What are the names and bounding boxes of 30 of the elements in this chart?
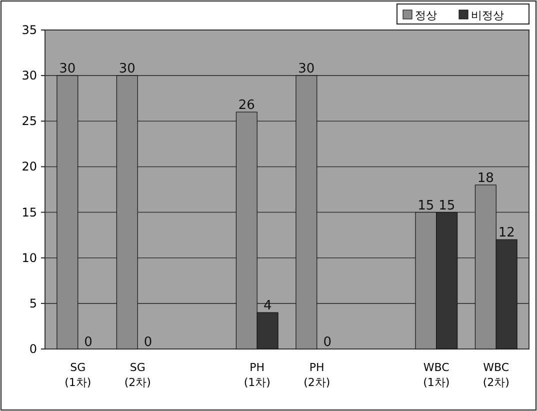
y-tick-label: 0: [29, 342, 37, 356]
bar: [296, 75, 318, 350]
legend-label: 정상: [415, 9, 437, 22]
legend-label: 비정상: [471, 9, 504, 22]
y-tick-label: 30: [22, 68, 37, 83]
y-tick-label: 20: [22, 160, 37, 174]
data-label: 0: [84, 335, 92, 350]
x-tick-label: SG (1차): [64, 361, 92, 389]
data-label: 18: [477, 170, 494, 186]
data-label: 15: [438, 198, 456, 214]
data-label: 12: [498, 226, 515, 241]
y-tick-label: 25: [22, 114, 37, 128]
y-tick-label: 5: [29, 296, 37, 310]
x-tick-label: SG (2차): [124, 361, 151, 389]
y-tick-label: 35: [22, 23, 37, 37]
bar: [116, 75, 138, 350]
bar: [56, 75, 78, 350]
x-tick-label: WBC (2차): [482, 361, 510, 389]
data-label: 15: [418, 198, 434, 214]
data-label: 30: [298, 62, 315, 77]
x-tick-label: PH (1차): [244, 361, 270, 389]
data-label: 26: [238, 98, 255, 114]
data-label: 30: [59, 62, 76, 77]
data-label: 30: [118, 62, 136, 77]
data-label: 0: [323, 335, 332, 350]
x-tick-label: WBC (1차): [423, 361, 450, 389]
x-tick-label: PH (2차): [304, 361, 330, 389]
y-tick-label: 10: [22, 250, 37, 265]
data-label: 0: [144, 335, 152, 350]
y-tick-label: 15: [22, 205, 37, 220]
